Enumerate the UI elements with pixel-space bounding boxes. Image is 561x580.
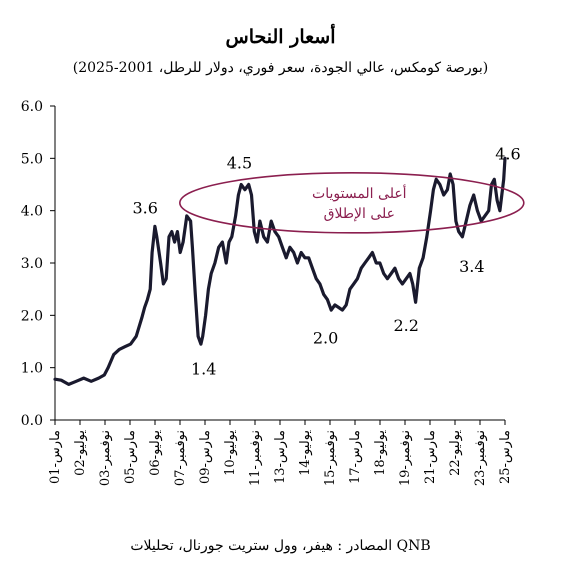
x-tick-label: مارس-21 (423, 430, 438, 484)
x-tick-label: يوليو-10 (223, 430, 238, 476)
x-tick-label: مارس-25 (498, 430, 513, 484)
x-tick-label: نوفمبر-11 (248, 430, 263, 486)
x-tick-label: مارس-05 (123, 430, 138, 484)
x-tick-label: يوليو-14 (298, 430, 313, 476)
x-tick-label: نوفمبر-15 (323, 430, 338, 486)
x-tick-label: مارس-17 (348, 430, 363, 484)
y-tick-label: 6.0 (21, 99, 43, 115)
data-label: 4.5 (227, 154, 252, 173)
x-tick-label: يوليو-06 (148, 430, 163, 476)
x-tick-label: نوفمبر-07 (173, 430, 188, 486)
x-tick-label: يوليو-02 (73, 430, 88, 476)
y-tick-label: 3.0 (21, 256, 43, 272)
x-tick-label: نوفمبر-19 (398, 430, 413, 486)
data-label: 4.6 (495, 144, 520, 163)
x-tick-label: نوفمبر-03 (98, 430, 113, 486)
data-label: 2.2 (393, 316, 418, 335)
data-label: 3.4 (459, 257, 484, 276)
y-tick-label: 0.0 (21, 413, 43, 429)
x-tick-label: نوفمبر-23 (473, 430, 488, 486)
data-label: 2.0 (313, 328, 338, 347)
callout-line2: على الإطلاق (324, 206, 395, 222)
data-label: 1.4 (191, 360, 216, 379)
data-label: 3.6 (132, 199, 157, 218)
y-tick-label: 5.0 (21, 151, 43, 167)
x-tick-label: يوليو-18 (373, 430, 388, 476)
callout-line1: أعلى المستويات (312, 183, 407, 202)
chart-subtitle: (بورصة كومكس، عالي الجودة، سعر فوري، دول… (72, 60, 489, 76)
chart-title: أسعار النحاس (225, 26, 336, 48)
series-line-copper-price (53, 156, 507, 386)
all-time-high-ellipse (179, 172, 525, 234)
y-tick-label: 1.0 (21, 361, 43, 377)
chart-source: المصادر : هيفر، وول ستريت جورنال، تحليلا… (130, 538, 431, 554)
y-tick-label: 2.0 (21, 308, 43, 324)
x-tick-label: مارس-01 (48, 430, 63, 484)
x-tick-label: مارس-13 (273, 430, 288, 484)
x-tick-label: مارس-09 (198, 430, 213, 484)
x-tick-label: يوليو-22 (448, 430, 463, 476)
y-tick-label: 4.0 (21, 204, 43, 220)
